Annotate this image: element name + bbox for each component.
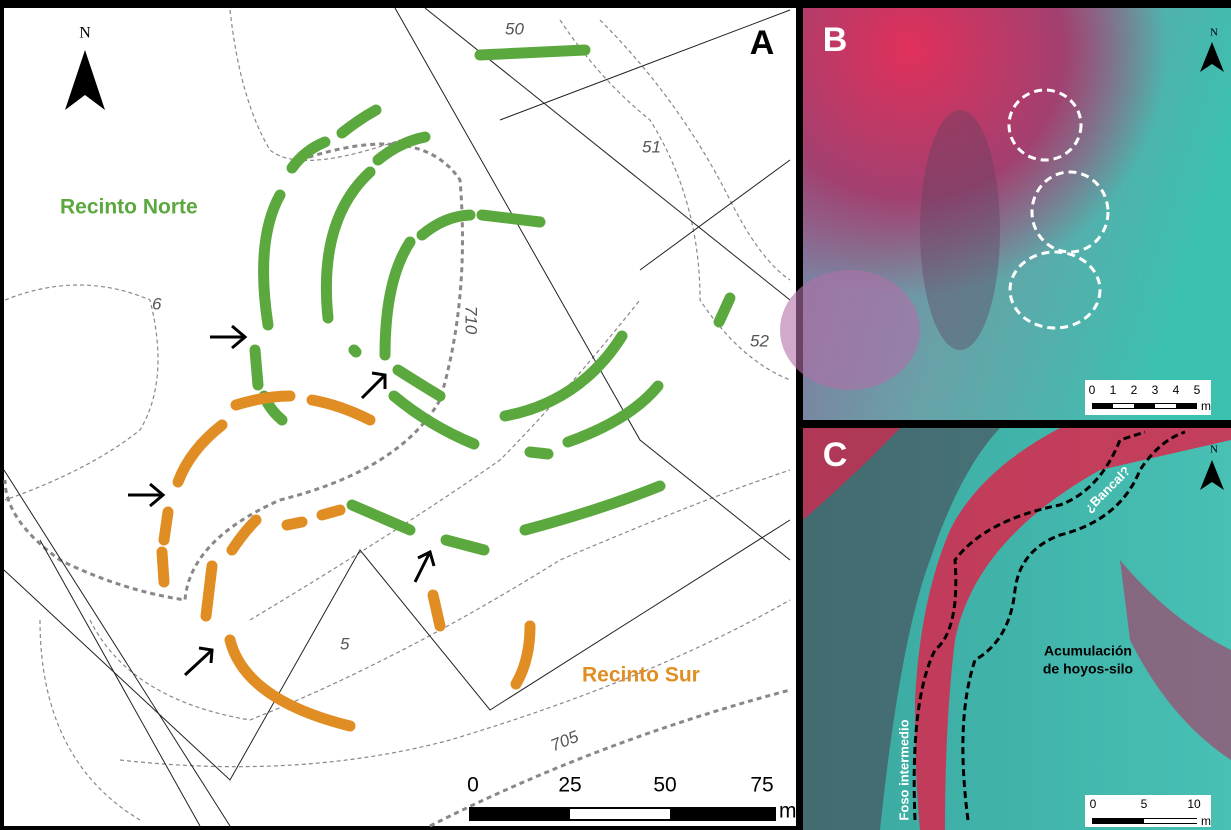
scale-tick-label: 2 (1131, 383, 1138, 397)
scale-unit: m (1201, 814, 1211, 828)
north-label: N (79, 25, 91, 42)
contour-label: 51 (642, 137, 661, 156)
scale-segment (1113, 404, 1134, 408)
scale-tick-label: 0 (1089, 383, 1096, 397)
scale-segment (470, 808, 570, 820)
image-patch (920, 110, 1000, 350)
ditch (530, 452, 548, 454)
contour-label: 5 (340, 634, 350, 653)
scale-tick-label: 75 (750, 774, 773, 797)
scale-box (1085, 380, 1211, 415)
scale-unit: m (1201, 399, 1211, 413)
scale-tick-label: 4 (1173, 383, 1180, 397)
scale-tick-label: 3 (1152, 383, 1159, 397)
image-patch (780, 270, 920, 390)
panel-letter: C (823, 436, 848, 474)
ditch (480, 50, 585, 55)
ditch (164, 512, 168, 540)
ditch (433, 595, 440, 626)
annotation: Foso intermedio (896, 719, 911, 820)
annotation: Acumulación (1044, 643, 1132, 659)
scale-tick-label: 5 (1194, 383, 1201, 397)
enclosure-label: Recinto Norte (60, 196, 198, 219)
panel-c: C N ¿Bancal? Acumulación de hoyos-silo F… (803, 428, 1231, 830)
panel-a: N A 50 51 52 6 710 5 705 Recinto Norte R… (4, 8, 797, 826)
panel-b: B N 0 1 2 3 4 5 m (780, 8, 1231, 420)
map-area (4, 8, 796, 826)
scale-tick-label: 0 (467, 774, 479, 797)
ditch (255, 350, 258, 385)
scale-segment (1155, 404, 1176, 408)
enclosure-label: Recinto Sur (582, 664, 700, 687)
ditch (206, 566, 212, 616)
annotation: de hoyos-silo (1043, 661, 1133, 677)
scale-segment (670, 808, 775, 820)
scale-tick-label: 10 (1187, 797, 1201, 811)
scale-bar (1092, 403, 1197, 409)
ditch (482, 215, 540, 222)
contour-label: 52 (750, 331, 769, 350)
scale-tick-label: 25 (558, 774, 581, 797)
scale-tick-label: 5 (1141, 797, 1148, 811)
contour-label: 50 (505, 19, 524, 38)
scale-tick-label: 1 (1110, 383, 1117, 397)
ditch (162, 552, 164, 582)
contour-label: 6 (152, 294, 162, 313)
panel-letter: A (750, 24, 775, 62)
scale-unit: m (779, 800, 797, 823)
ditch (354, 350, 356, 352)
north-label: N (1210, 444, 1218, 456)
scale-segment (1144, 819, 1197, 823)
scale-tick-label: 50 (653, 774, 676, 797)
panel-letter: B (823, 21, 848, 59)
ditch (322, 510, 340, 515)
north-label: N (1210, 27, 1218, 39)
figure: N A 50 51 52 6 710 5 705 Recinto Norte R… (0, 0, 1231, 830)
scale-tick-label: 0 (1090, 797, 1097, 811)
contour-label: 710 (462, 306, 481, 335)
ditch (287, 522, 302, 525)
